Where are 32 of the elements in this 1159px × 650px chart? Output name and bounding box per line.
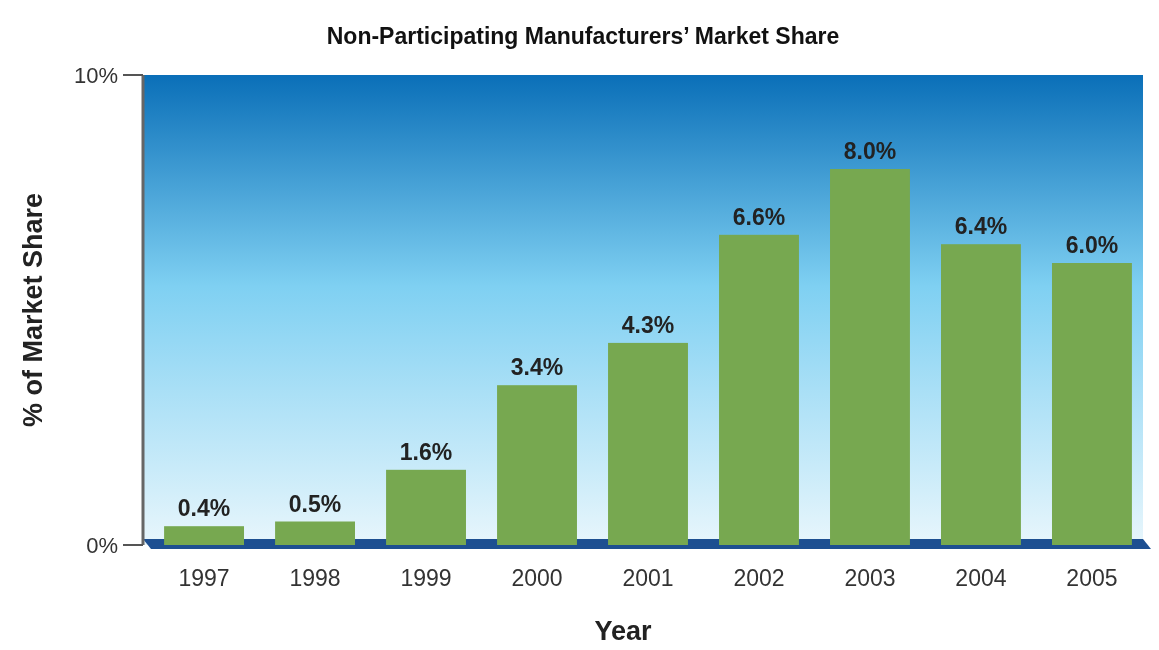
bar — [830, 169, 910, 545]
data-label: 6.4% — [954, 213, 1008, 240]
data-label: 4.3% — [621, 311, 675, 338]
bar — [164, 526, 245, 545]
x-tick-label: 1997 — [178, 565, 230, 591]
data-label: 3.4% — [510, 354, 564, 381]
bar — [275, 521, 355, 545]
bar — [608, 342, 688, 545]
x-tick-label: 2002 — [733, 565, 785, 591]
x-axis-title: Year — [594, 616, 653, 646]
x-tick-label: 2005 — [1066, 565, 1118, 591]
data-label: 6.0% — [1065, 232, 1119, 258]
y-tick-label: 0% — [86, 532, 118, 558]
bar — [719, 234, 799, 545]
data-label: 0.4% — [177, 495, 231, 522]
data-label: 6.6% — [732, 203, 786, 230]
data-label: 1.6% — [399, 438, 453, 465]
bar — [1051, 263, 1132, 545]
data-label: 0.5% — [288, 490, 342, 517]
data-label: 8.0% — [843, 138, 897, 164]
x-tick-label: 2004 — [955, 565, 1007, 591]
chart-title: Non-Participating Manufacturers’ Market Share — [326, 23, 840, 49]
bar — [941, 244, 1021, 545]
x-tick-label: 2003 — [844, 565, 896, 591]
y-axis-title: % of Market Share — [18, 192, 48, 428]
x-tick-label: 2001 — [622, 565, 674, 591]
y-tick-label: 10% — [73, 62, 118, 88]
x-tick-label: 2000 — [511, 565, 563, 591]
x-tick-label: 1999 — [400, 565, 452, 591]
bar — [386, 469, 466, 545]
x-tick-label: 1998 — [289, 565, 341, 591]
bar — [497, 385, 577, 545]
